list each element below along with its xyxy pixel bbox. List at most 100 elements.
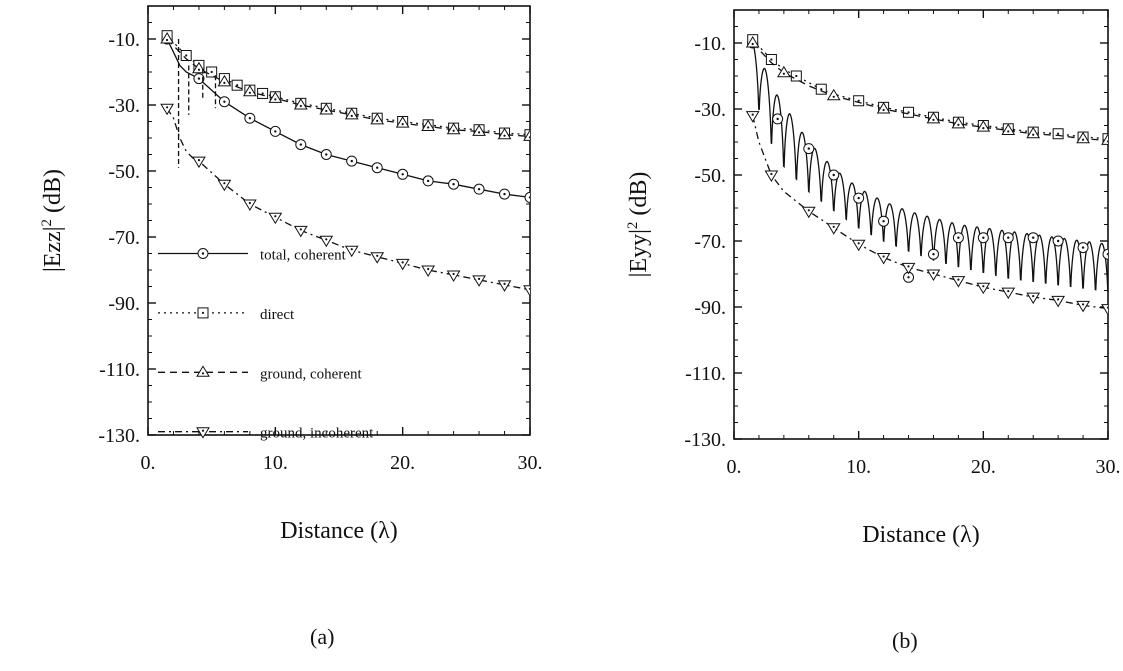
data-point-dot [820, 88, 823, 91]
data-point [446, 122, 461, 135]
series-direct [161, 30, 530, 141]
data-point [293, 98, 308, 110]
data-point [1001, 287, 1016, 300]
data-point-dot [957, 123, 960, 126]
data-point [217, 74, 232, 87]
data-point [344, 245, 359, 258]
y-tick-label: -90. [108, 293, 140, 315]
data-point-dot [477, 187, 481, 191]
data-point-dot [932, 118, 935, 121]
data-point-dot [957, 236, 960, 239]
data-point [1076, 131, 1090, 144]
y-tick-label: -70. [108, 227, 140, 249]
data-point-dot [236, 84, 239, 87]
data-point [1102, 248, 1108, 260]
data-point-dot [325, 238, 328, 241]
data-point-dot [832, 95, 835, 98]
x-tick-label: 0. [141, 452, 156, 474]
data-point-dot [197, 68, 201, 71]
data-point-dot [223, 81, 226, 84]
data-point [976, 120, 991, 132]
data-point-dot [248, 201, 251, 205]
data-point [876, 102, 891, 114]
data-point-dot [376, 254, 379, 257]
data-point [421, 119, 436, 131]
data-point-dot [1106, 140, 1108, 143]
data-point [192, 156, 206, 169]
data-point-dot [907, 111, 910, 114]
data-point-dot [1007, 236, 1010, 239]
data-point-dot [1032, 236, 1035, 239]
y-tick-label: -110. [99, 359, 140, 381]
data-point-dot [807, 147, 810, 150]
y-tick-label: -130. [98, 425, 140, 447]
data-point [242, 199, 257, 211]
data-point [319, 235, 334, 248]
data-point-dot [452, 183, 455, 186]
series-line [752, 42, 1108, 292]
data-point [293, 225, 308, 238]
y-tick-label: -130. [684, 429, 726, 451]
y-tick-label: -10. [108, 29, 140, 51]
data-point-dot [907, 276, 910, 279]
data-point-dot [1007, 290, 1010, 293]
data-point-dot [477, 277, 481, 280]
x-axis-title: Distance (λ) [280, 518, 398, 544]
data-point-dot [882, 108, 885, 112]
x-tick-label: 0. [727, 456, 742, 478]
data-point-dot [957, 278, 960, 281]
legend: total, coherent direct ground, coherent gro… [158, 248, 374, 442]
data-point-dot [350, 159, 353, 163]
data-point-dot [528, 287, 530, 290]
data-point-dot [982, 285, 985, 288]
data-point [901, 262, 916, 275]
panel-label-b: (b) [892, 628, 918, 653]
data-point-dot [261, 92, 264, 95]
legend-marker [196, 365, 210, 377]
data-point-dot [197, 159, 201, 162]
data-point-dot [1081, 303, 1085, 306]
x-tick-label: 20. [971, 456, 996, 478]
data-point [764, 170, 779, 182]
series-line [752, 39, 1108, 140]
y-tick-label: -90. [694, 297, 726, 319]
y-axis-title: |Eyy|2 (dB) [625, 172, 652, 278]
data-point-dot [807, 209, 810, 212]
y-tick-label: -30. [108, 95, 140, 117]
data-point-dot [982, 127, 985, 130]
data-point-dot [882, 220, 885, 223]
data-point [976, 282, 991, 295]
series-ground-coherent [160, 32, 530, 141]
data-point-dot [197, 77, 201, 80]
data-point-dot [751, 113, 754, 116]
data-point-dot [751, 42, 754, 46]
data-point-dot [376, 166, 379, 169]
data-point-dot [325, 109, 328, 113]
data-point-dot [776, 117, 779, 121]
data-point [523, 129, 530, 141]
data-point [446, 270, 461, 282]
data-point-dot [452, 272, 455, 276]
data-point-dot [274, 130, 277, 133]
data-point-dot [325, 153, 328, 156]
data-point-dot [452, 129, 455, 132]
data-point-dot [166, 106, 169, 109]
data-point-dot [1032, 133, 1035, 136]
data-point [344, 107, 359, 120]
data-point [319, 102, 334, 115]
data-point-dot [350, 248, 353, 251]
data-point [1101, 133, 1108, 145]
x-tick-label: 10. [263, 452, 288, 474]
data-point-dot [1106, 253, 1108, 256]
data-point [160, 103, 174, 116]
data-point [1001, 123, 1016, 135]
data-point [926, 111, 941, 124]
data-point-dot [832, 173, 835, 177]
data-point-dot [932, 253, 935, 256]
data-point-dot [426, 179, 430, 183]
data-point-dot [503, 134, 506, 137]
data-point-dot [782, 72, 785, 75]
data-point [421, 265, 436, 277]
series-ground-coherent [745, 36, 1108, 145]
x-axis-title: Distance (λ) [862, 522, 980, 548]
